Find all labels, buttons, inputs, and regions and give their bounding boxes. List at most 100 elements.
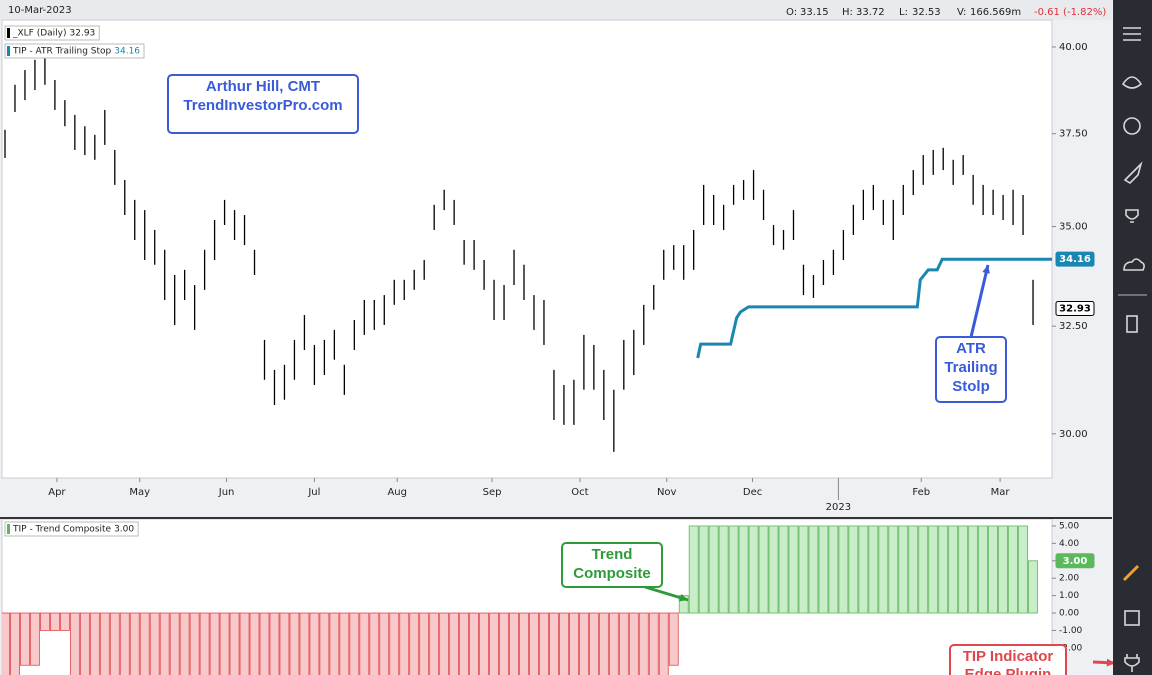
- price-plot: [1, 19, 1053, 479]
- y-tick-label: 4.00: [1059, 539, 1079, 549]
- composite-bar: [758, 525, 769, 614]
- x-tick-label: Aug: [387, 487, 407, 498]
- composite-bar: [788, 525, 799, 614]
- composite-bar: [938, 525, 949, 614]
- legend-label: TIP - ATR Trailing Stop: [12, 47, 112, 57]
- header-label: V:: [957, 7, 966, 18]
- x-tick-label: Oct: [571, 487, 588, 498]
- composite-bar: [608, 612, 619, 675]
- annotation-text: Trend: [592, 546, 633, 563]
- x-tick-label: Nov: [657, 487, 677, 498]
- composite-bar: [429, 612, 440, 675]
- y-tick-label: 32.50: [1059, 321, 1088, 332]
- brush-icon[interactable]: [1122, 564, 1140, 582]
- chart-type-icon[interactable]: [1121, 76, 1143, 89]
- header-label: L:: [899, 7, 908, 18]
- composite-bar: [539, 612, 549, 675]
- y-tick-label: 5.00: [1059, 521, 1079, 531]
- composite-bar: [319, 612, 330, 675]
- composite-bar: [798, 525, 809, 614]
- header-value: 33.15: [800, 7, 829, 18]
- composite-bar: [578, 612, 589, 675]
- legend-item: _XLF (Daily) 32.93: [4, 25, 100, 41]
- settings-icon[interactable]: [1123, 27, 1141, 41]
- atr-stop-line: [696, 257, 1052, 359]
- composite-bar: [389, 612, 400, 675]
- composite-bar: [89, 612, 100, 675]
- header-date: 10-Mar-2023: [8, 5, 72, 16]
- composite-bar: [139, 612, 150, 675]
- composite-bar: [818, 525, 829, 614]
- composite-bar: [99, 612, 110, 675]
- y-tick-label: -2.00: [1059, 643, 1083, 653]
- legend-swatch: [7, 524, 10, 534]
- composite-bar: [748, 525, 759, 614]
- header-value: 32.53: [912, 7, 941, 18]
- value-tag-label: 3.00: [1063, 556, 1088, 567]
- trophy-icon[interactable]: [1125, 209, 1139, 223]
- composite-bar: [828, 525, 839, 614]
- composite-bar: [40, 612, 50, 631]
- annotation-box: [949, 644, 1067, 675]
- composite-bar: [718, 525, 729, 614]
- value-tag: [1055, 553, 1095, 569]
- composite-bar: [189, 612, 200, 675]
- document-icon[interactable]: [1126, 315, 1138, 333]
- plugin-icon[interactable]: [1124, 654, 1140, 672]
- x-tick-label: Apr: [48, 487, 66, 498]
- legend-value: 3.00: [114, 525, 134, 535]
- composite-bar: [209, 612, 220, 675]
- toolbar: [1113, 0, 1152, 675]
- composite-bar: [459, 612, 470, 675]
- composite-bar: [908, 525, 919, 614]
- legend-box: [4, 43, 145, 59]
- composite-bar: [299, 612, 310, 675]
- legend-label: TIP - Trend Composite: [12, 525, 112, 535]
- annotation-text: ATR: [956, 340, 986, 357]
- x-tick-label: Feb: [912, 487, 930, 498]
- composite-bar: [1008, 525, 1018, 614]
- composite-bar: [159, 612, 170, 675]
- composite-bar: [698, 525, 709, 614]
- legend-item: TIP - ATR Trailing Stop 34.16: [4, 43, 145, 59]
- y-tick-label: 37.50: [1059, 129, 1088, 140]
- composite-bar: [968, 525, 979, 614]
- tv-icon[interactable]: [1124, 610, 1140, 626]
- globe-icon[interactable]: [1123, 117, 1141, 135]
- composite-bar: [598, 612, 609, 675]
- composite-bar: [738, 525, 749, 614]
- composite-bar: [668, 612, 679, 666]
- composite-bar: [10, 612, 20, 675]
- composite-bar: [369, 612, 380, 675]
- cloud-icon[interactable]: [1123, 258, 1145, 271]
- composite-bar: [49, 612, 60, 631]
- composite-bar: [59, 612, 70, 631]
- composite-bar: [179, 612, 190, 675]
- composite-bar: [658, 612, 669, 675]
- rocket-icon[interactable]: [1123, 161, 1143, 185]
- annotation-text: TrendInvestorPro.com: [183, 97, 342, 114]
- composite-bar: [519, 612, 529, 675]
- composite-bar: [199, 612, 210, 675]
- composite-bar: [469, 612, 480, 675]
- value-tag: [1055, 300, 1095, 316]
- composite-bar: [119, 612, 130, 675]
- composite-bar: [249, 612, 260, 675]
- y-tick-label: 30.00: [1059, 429, 1088, 440]
- composite-bar: [149, 612, 160, 675]
- legend-box: [4, 25, 100, 41]
- composite-bar: [359, 612, 370, 675]
- overlay-layer: 30.00 32.50 35.00 37.50 40.00 Apr May Jun Jul Aug…: [4, 25, 1116, 675]
- composite-bar: [479, 612, 489, 675]
- composite-bar: [728, 525, 739, 614]
- header-change: -0.61 (-1.82%): [1034, 7, 1106, 18]
- composite-bar: [449, 612, 460, 675]
- composite-bar: [948, 525, 959, 614]
- composite-bar: [2, 612, 10, 675]
- composite-bar: [898, 525, 909, 614]
- composite-bar: [858, 525, 869, 614]
- y-tick-label: -1.00: [1059, 626, 1083, 636]
- composite-bar: [688, 525, 699, 614]
- composite-bar: [998, 525, 1008, 614]
- legend-label: _XLF (Daily): [12, 29, 67, 39]
